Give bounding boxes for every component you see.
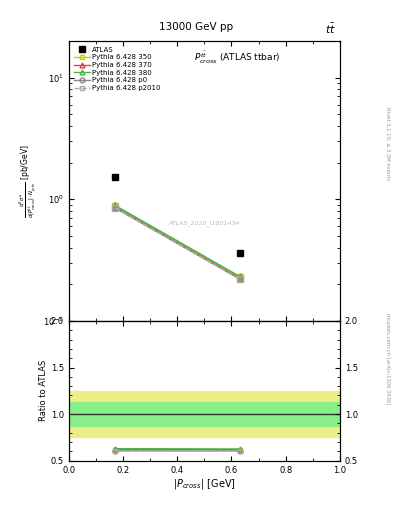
Text: 13000 GeV pp: 13000 GeV pp (160, 22, 233, 32)
Text: ATLAS_2020_I1801434: ATLAS_2020_I1801434 (169, 220, 240, 226)
Text: mcplots.cern.ch [arXiv:1306.3436]: mcplots.cern.ch [arXiv:1306.3436] (385, 313, 390, 404)
Text: Rivet 3.1.10, ≥ 3.3M events: Rivet 3.1.10, ≥ 3.3M events (385, 106, 390, 180)
Bar (69, 402, 340, 426)
X-axis label: $|P_{cross}|$ [GeV]: $|P_{cross}|$ [GeV] (173, 477, 236, 492)
Text: $t\bar{t}$: $t\bar{t}$ (325, 22, 336, 36)
Legend: ATLAS, Pythia 6.428 350, Pythia 6.428 370, Pythia 6.428 380, Pythia 6.428 p0, Py: ATLAS, Pythia 6.428 350, Pythia 6.428 37… (72, 45, 163, 93)
Bar (69, 391, 340, 437)
Y-axis label: Ratio to ATLAS: Ratio to ATLAS (39, 360, 48, 421)
Y-axis label: $\frac{d^2\sigma^u}{d|P^{t\bar{t}}_{cross}|\cdot N_{jets}}$ [pb/GeV]: $\frac{d^2\sigma^u}{d|P^{t\bar{t}}_{cros… (18, 144, 39, 218)
Text: $P^{t\bar{t}}_{cross}$ (ATLAS ttbar): $P^{t\bar{t}}_{cross}$ (ATLAS ttbar) (194, 49, 280, 66)
